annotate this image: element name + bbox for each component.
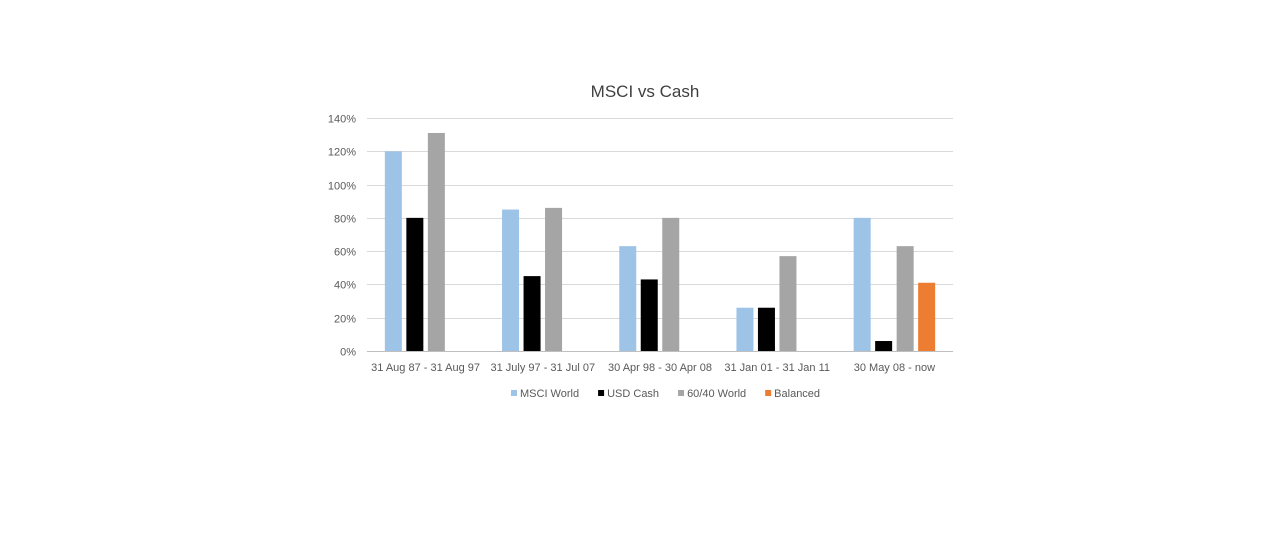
y-tick-label: 120% bbox=[328, 147, 356, 159]
y-tick-label: 140% bbox=[328, 114, 356, 126]
x-tick-label: 31 Aug 87 - 31 Aug 97 bbox=[371, 362, 480, 374]
legend-item: Balanced bbox=[765, 388, 820, 400]
legend-label: USD Cash bbox=[607, 388, 659, 400]
gridlines bbox=[367, 118, 953, 319]
legend: MSCI World USD Cash 60/40 World Balanced bbox=[511, 388, 820, 400]
bar bbox=[427, 132, 445, 351]
bar bbox=[640, 279, 658, 351]
x-tick-label: 31 July 97 - 31 Jul 07 bbox=[491, 362, 596, 374]
legend-swatch bbox=[598, 390, 605, 396]
bar bbox=[662, 217, 680, 351]
y-tick-label: 20% bbox=[334, 314, 356, 326]
y-tick-label: 60% bbox=[334, 247, 356, 259]
bar bbox=[736, 307, 754, 351]
legend-swatch bbox=[678, 390, 685, 396]
legend-swatch bbox=[765, 390, 772, 396]
bar bbox=[619, 246, 637, 351]
bar bbox=[853, 217, 871, 351]
bar bbox=[384, 151, 402, 351]
legend-label: Balanced bbox=[774, 388, 820, 400]
x-tick-label: 30 Apr 98 - 30 Apr 08 bbox=[608, 362, 712, 374]
bar bbox=[523, 276, 541, 351]
chart-title: MSCI vs Cash bbox=[591, 82, 700, 101]
x-axis-ticks: 31 Aug 87 - 31 Aug 97 31 July 97 - 31 Jul… bbox=[371, 362, 935, 374]
x-tick-label: 30 May 08 - now bbox=[854, 362, 935, 374]
bar bbox=[896, 246, 914, 351]
y-tick-label: 100% bbox=[328, 181, 356, 193]
bar bbox=[502, 209, 520, 351]
bars bbox=[384, 132, 936, 351]
bar bbox=[918, 282, 936, 351]
legend-swatch bbox=[511, 390, 517, 396]
bar bbox=[875, 341, 893, 351]
y-tick-label: 0% bbox=[340, 347, 356, 359]
y-tick-label: 80% bbox=[334, 214, 356, 226]
legend-item: 60/40 World bbox=[678, 388, 746, 400]
y-axis-ticks: 0% 20% 40% 60% 80% 100% 120% 140% bbox=[328, 114, 356, 359]
bar bbox=[757, 307, 775, 351]
bar bbox=[545, 207, 563, 351]
legend-label: MSCI World bbox=[520, 388, 579, 400]
bar bbox=[779, 256, 797, 351]
y-tick-label: 40% bbox=[334, 280, 356, 292]
bar bbox=[406, 217, 424, 351]
legend-item: MSCI World bbox=[511, 388, 579, 400]
legend-label: 60/40 World bbox=[687, 388, 746, 400]
legend-item: USD Cash bbox=[598, 388, 659, 400]
x-tick-label: 31 Jan 01 - 31 Jan 11 bbox=[724, 362, 830, 374]
